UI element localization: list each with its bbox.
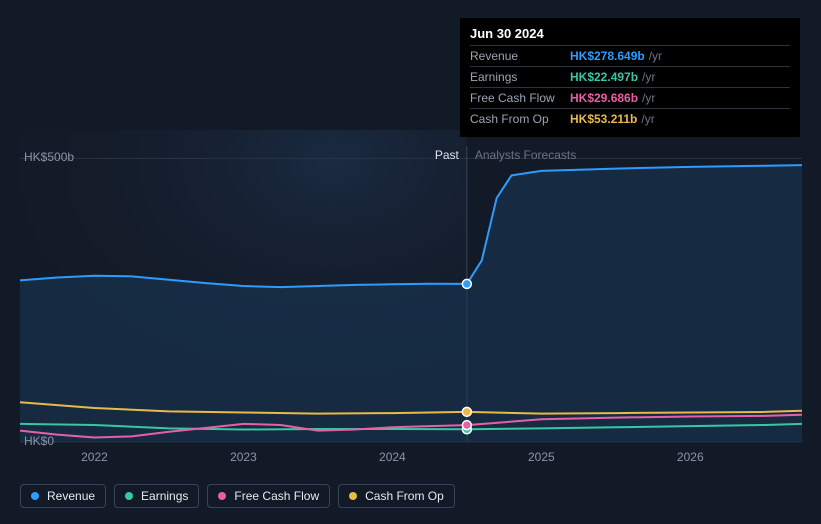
y-axis-label: HK$500b	[24, 150, 74, 164]
x-axis-label: 2023	[230, 450, 257, 464]
tooltip-unit: /yr	[642, 91, 655, 105]
tooltip: Jun 30 2024RevenueHK$278.649b/yrEarnings…	[460, 18, 800, 137]
tooltip-label: Free Cash Flow	[470, 91, 570, 105]
marker-fcf	[462, 421, 471, 430]
legend-dot-icon	[31, 492, 39, 500]
x-axis-label: 2025	[528, 450, 555, 464]
tooltip-unit: /yr	[641, 112, 654, 126]
tooltip-row: RevenueHK$278.649b/yr	[470, 45, 790, 66]
tooltip-title: Jun 30 2024	[470, 26, 790, 45]
legend-dot-icon	[218, 492, 226, 500]
tooltip-value: HK$22.497b	[570, 70, 638, 84]
tooltip-label: Cash From Op	[470, 112, 570, 126]
chart-container: HK$0 HK$500b 2022 2023 2024 2025 2026 Past Analy…	[0, 0, 821, 524]
legend-label: Free Cash Flow	[234, 489, 319, 503]
tooltip-unit: /yr	[649, 49, 662, 63]
y-axis-label: HK$0	[24, 434, 54, 448]
legend-dot-icon	[349, 492, 357, 500]
tooltip-label: Revenue	[470, 49, 570, 63]
marker-cash_from_op	[462, 407, 471, 416]
tooltip-value: HK$278.649b	[570, 49, 645, 63]
legend-label: Earnings	[141, 489, 188, 503]
legend-label: Revenue	[47, 489, 95, 503]
legend-item[interactable]: Free Cash Flow	[207, 484, 330, 508]
tooltip-label: Earnings	[470, 70, 570, 84]
tooltip-value: HK$53.211b	[570, 112, 637, 126]
legend-item[interactable]: Revenue	[20, 484, 106, 508]
legend-item[interactable]: Earnings	[114, 484, 199, 508]
legend-label: Cash From Op	[365, 489, 444, 503]
tooltip-row: EarningsHK$22.497b/yr	[470, 66, 790, 87]
legend: Revenue Earnings Free Cash Flow Cash From O…	[20, 484, 455, 508]
marker-revenue	[462, 279, 471, 288]
tooltip-unit: /yr	[642, 70, 655, 84]
x-axis-label: 2022	[81, 450, 108, 464]
x-axis-label: 2024	[379, 450, 406, 464]
tooltip-row: Cash From OpHK$53.211b/yr	[470, 108, 790, 129]
tooltip-row: Free Cash FlowHK$29.686b/yr	[470, 87, 790, 108]
legend-item[interactable]: Cash From Op	[338, 484, 455, 508]
legend-dot-icon	[125, 492, 133, 500]
forecast-label: Analysts Forecasts	[475, 148, 576, 162]
past-label: Past	[435, 148, 459, 162]
tooltip-value: HK$29.686b	[570, 91, 638, 105]
x-axis-label: 2026	[677, 450, 704, 464]
